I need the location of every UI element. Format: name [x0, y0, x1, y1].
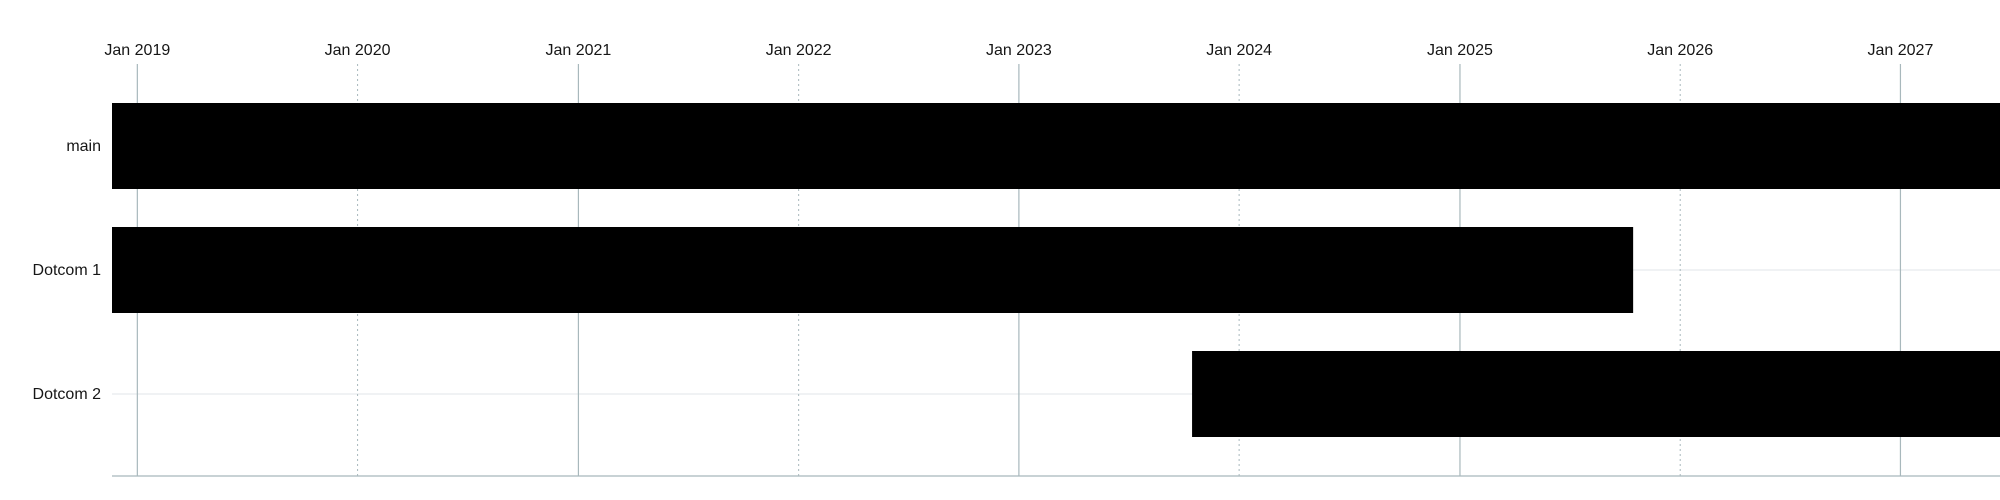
row-labels: main Dotcom 1 Dotcom 2 [33, 138, 102, 403]
x-tick-label: Jan 2019 [104, 42, 170, 59]
row-label: main [66, 138, 101, 155]
row-label: Dotcom 2 [33, 386, 102, 403]
row-label: Dotcom 1 [33, 262, 102, 279]
x-tick-label: Jan 2020 [325, 42, 391, 59]
x-tick-label: Jan 2023 [986, 42, 1052, 59]
x-tick-label: Jan 2024 [1206, 42, 1272, 59]
timeline-bar-dotcom-1[interactable] [112, 227, 1634, 313]
x-tick-label: Jan 2025 [1427, 42, 1493, 59]
x-tick-label: Jan 2022 [766, 42, 832, 59]
x-tick-label: Jan 2021 [545, 42, 611, 59]
x-tick-label: Jan 2026 [1647, 42, 1713, 59]
x-tick-label: Jan 2027 [1868, 42, 1934, 59]
bars [112, 103, 2000, 437]
x-tick-labels: Jan 2019 Jan 2020 Jan 2021 Jan 2022 Jan 2023… [104, 42, 1933, 59]
timeline-bar-main[interactable] [112, 103, 2000, 189]
timeline-bar-dotcom-2[interactable] [1192, 351, 2000, 437]
